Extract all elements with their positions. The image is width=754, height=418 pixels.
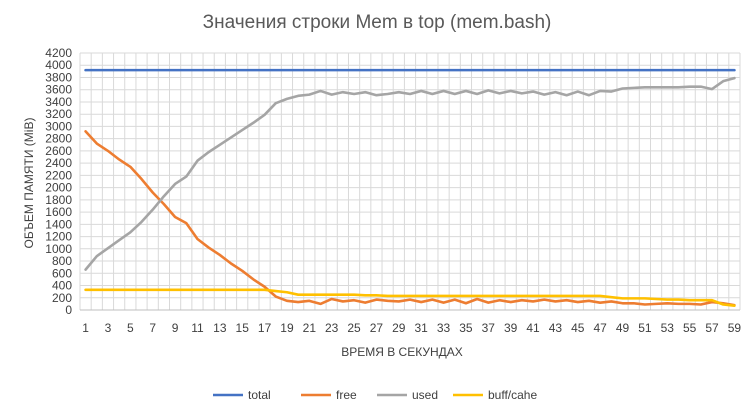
y-tick-label: 2600 — [45, 144, 72, 158]
y-tick-label: 2000 — [45, 181, 72, 195]
y-tick-label: 2200 — [45, 168, 72, 182]
x-tick-label: 37 — [482, 321, 496, 335]
y-tick-label: 3000 — [45, 119, 72, 133]
y-tick-label: 800 — [52, 254, 72, 268]
x-tick-label: 49 — [616, 321, 630, 335]
x-tick-label: 11 — [191, 321, 204, 335]
series-line-buff-cahe — [84, 288, 736, 308]
x-tick-label: 27 — [370, 321, 384, 335]
y-tick-label: 1800 — [45, 193, 72, 207]
y-tick-label: 200 — [52, 291, 72, 305]
legend-label-buff-cahe: buff/cahe — [488, 388, 537, 402]
y-axis-title: ОБЪЕМ ПАМЯТИ (MiB) — [22, 118, 36, 249]
axes: 0200400600800100012001400160018002000220… — [45, 46, 741, 335]
legend-label-total: total — [248, 388, 271, 402]
x-tick-label: 47 — [593, 321, 607, 335]
x-tick-label: 7 — [149, 321, 156, 335]
legend-label-used: used — [412, 388, 438, 402]
x-tick-label: 33 — [437, 321, 451, 335]
x-tick-label: 53 — [661, 321, 675, 335]
x-tick-label: 29 — [392, 321, 406, 335]
x-tick-label: 45 — [571, 321, 585, 335]
x-tick-label: 1 — [82, 321, 89, 335]
y-tick-label: 3400 — [45, 95, 72, 109]
x-tick-label: 35 — [459, 321, 473, 335]
legend-label-free: free — [336, 388, 357, 402]
series-line-used — [84, 76, 736, 271]
x-tick-label: 19 — [280, 321, 294, 335]
y-tick-label: 1200 — [45, 230, 72, 244]
y-tick-label: 2800 — [45, 132, 72, 146]
y-tick-label: 4000 — [45, 58, 72, 72]
x-tick-label: 59 — [728, 321, 742, 335]
x-tick-label: 5 — [127, 321, 134, 335]
y-tick-label: 1400 — [45, 217, 72, 231]
y-tick-label: 600 — [52, 266, 72, 280]
x-tick-label: 15 — [236, 321, 250, 335]
x-tick-label: 43 — [549, 321, 563, 335]
x-tick-label: 55 — [683, 321, 697, 335]
x-tick-label: 51 — [638, 321, 652, 335]
x-tick-label: 3 — [105, 321, 112, 335]
x-tick-label: 41 — [526, 321, 540, 335]
legend: total free used buff/cahe — [213, 388, 537, 402]
x-tick-label: 57 — [705, 321, 719, 335]
grid — [79, 52, 741, 311]
x-axis-title: ВРЕМЯ В СЕКУНДАХ — [341, 345, 463, 359]
y-tick-label: 0 — [65, 303, 72, 317]
y-tick-label: 1600 — [45, 205, 72, 219]
chart-title: Значения строки Mem в top (mem.bash) — [203, 12, 552, 33]
y-tick-label: 1000 — [45, 242, 72, 256]
y-tick-label: 4200 — [45, 46, 72, 60]
x-tick-label: 39 — [504, 321, 518, 335]
y-tick-label: 3600 — [45, 83, 72, 97]
x-tick-label: 23 — [325, 321, 339, 335]
x-tick-label: 25 — [347, 321, 361, 335]
x-tick-label: 31 — [415, 321, 429, 335]
x-tick-label: 17 — [258, 321, 272, 335]
y-tick-label: 3800 — [45, 70, 72, 84]
x-tick-label: 21 — [303, 321, 317, 335]
series-line-free — [84, 130, 736, 307]
y-tick-label: 3200 — [45, 107, 72, 121]
y-tick-label: 400 — [52, 279, 72, 293]
x-tick-label: 9 — [172, 321, 179, 335]
y-tick-label: 2400 — [45, 156, 72, 170]
x-tick-label: 13 — [213, 321, 227, 335]
series-lines — [84, 68, 736, 308]
